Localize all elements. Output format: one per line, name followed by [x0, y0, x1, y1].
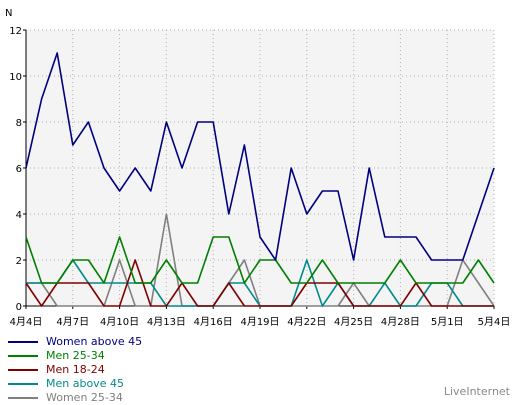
legend-item: Women above 45 — [8, 335, 142, 349]
legend-swatch — [8, 383, 38, 385]
x-tick-label: 4月13日 — [147, 316, 186, 328]
x-tick-label: 4月25日 — [334, 316, 373, 328]
series-lines — [25, 52, 495, 307]
y-tick-label: 2 — [16, 256, 22, 267]
legend-label: Men 25-34 — [46, 349, 105, 362]
x-tick-label: 4月22日 — [287, 316, 326, 328]
line-chart: N 0 2 4 6 8 10 12 4月4日 4月7日 4月10日 4月13日 4月16日 4月19日… — [5, 8, 511, 328]
x-tick-label: 4月19日 — [240, 316, 279, 328]
y-tick-label: 10 — [9, 72, 22, 83]
legend-swatch — [8, 341, 38, 343]
legend-item: Men 25-34 — [8, 349, 142, 363]
y-tick-label: 0 — [16, 302, 22, 313]
legend-swatch — [8, 397, 38, 399]
brand-label[interactable]: LiveInternet — [443, 385, 510, 398]
legend-item: Women 25-34 — [8, 391, 142, 405]
legend-label: Women above 45 — [46, 335, 143, 348]
y-tick-label: 6 — [16, 164, 22, 175]
legend-label: Men above 45 — [46, 377, 124, 390]
x-tick-label: 4月10日 — [100, 316, 139, 328]
y-axis-label: N — [5, 8, 12, 19]
legend: Women above 45 Men 25-34 Men 18-24 Men a… — [8, 335, 142, 405]
y-tick-label: 12 — [9, 26, 22, 37]
legend-swatch — [8, 355, 38, 357]
x-tick-label: 4月16日 — [194, 316, 233, 328]
y-tick-label: 8 — [16, 118, 22, 129]
legend-label: Men 18-24 — [46, 363, 105, 376]
x-tick-label: 5月1日 — [431, 316, 464, 328]
x-ticks: 4月4日 4月7日 4月10日 4月13日 4月16日 4月19日 4月22日 4月25日 4月… — [10, 306, 511, 328]
legend-swatch — [8, 369, 38, 371]
x-tick-label: 4月4日 — [10, 316, 43, 328]
y-ticks: 0 2 4 6 8 10 12 — [9, 26, 26, 313]
x-tick-label: 5月4日 — [478, 316, 511, 328]
series-line-women-above-45 — [25, 52, 495, 261]
y-tick-label: 4 — [16, 210, 22, 221]
plot-area — [26, 30, 494, 306]
legend-item: Men 18-24 — [8, 363, 142, 377]
x-tick-label: 4月28日 — [381, 316, 420, 328]
series-line-men-25-34 — [25, 236, 495, 284]
legend-item: Men above 45 — [8, 377, 142, 391]
legend-label: Women 25-34 — [46, 391, 123, 404]
x-tick-label: 4月7日 — [56, 316, 89, 328]
